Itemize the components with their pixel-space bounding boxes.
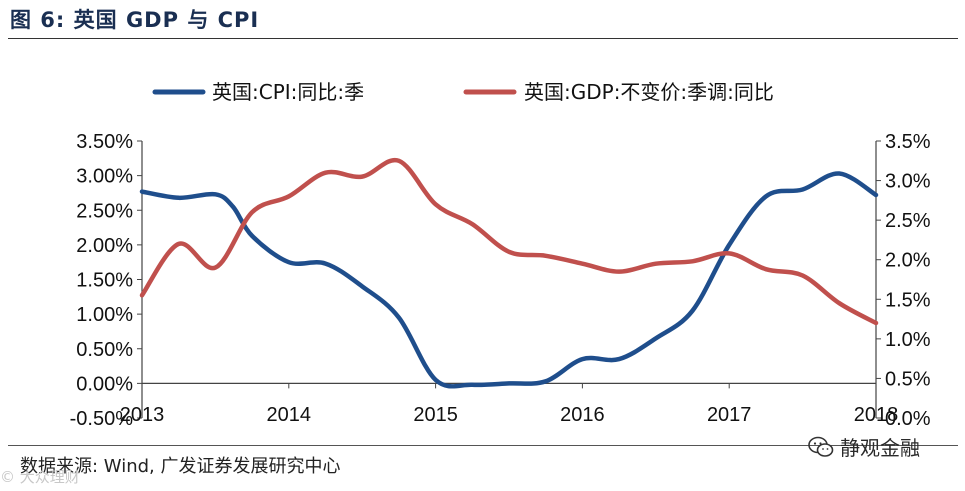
title-divider	[8, 38, 958, 39]
series-group	[139, 157, 879, 389]
right-tick-label: 2.5%	[885, 210, 931, 232]
x-tick-label: 2017	[707, 404, 752, 426]
right-tick-label: 3.5%	[885, 131, 931, 153]
left-tick-label: 3.00%	[76, 166, 133, 188]
right-tick-label: 2.0%	[885, 250, 931, 272]
watermark-left: © 大众理财	[0, 468, 80, 486]
legend: 英国:CPI:同比:季 英国:GDP:不变价:季调:同比	[152, 80, 774, 104]
x-tick-label: 2015	[413, 404, 458, 426]
left-tick-label: 0.50%	[76, 339, 133, 361]
legend-label-gdp: 英国:GDP:不变价:季调:同比	[524, 80, 774, 104]
chart-title: 图 6: 英国 GDP 与 CPI	[10, 8, 260, 32]
left-tick-label: 1.00%	[76, 304, 133, 326]
legend-label-cpi: 英国:CPI:同比:季	[212, 80, 364, 104]
x-tick-label: 2016	[560, 404, 605, 426]
x-tick-label: 2013	[120, 404, 165, 426]
source-divider	[8, 445, 958, 446]
source-note: 数据来源: Wind, 广发证券发展研究中心	[20, 456, 341, 477]
cpi-series-line	[139, 171, 879, 389]
left-tick-label: 2.00%	[76, 235, 133, 257]
wechat-icon	[808, 436, 834, 457]
watermark-right: 静观金融	[808, 432, 920, 461]
left-tick-label: 1.50%	[76, 270, 133, 292]
watermark-right-text: 静观金融	[840, 436, 920, 460]
right-tick-label: 1.5%	[885, 289, 931, 311]
right-tick-label: 0.5%	[885, 368, 931, 390]
x-tick-label: 2018	[854, 404, 899, 426]
left-tick-label: 0.00%	[76, 373, 133, 395]
right-tick-label: 0.0%	[885, 408, 931, 430]
x-tick-label: 2014	[267, 404, 312, 426]
left-tick-label: -0.50%	[70, 408, 134, 430]
left-tick-label: 3.50%	[76, 131, 133, 153]
left-tick-label: 2.50%	[76, 200, 133, 222]
right-tick-label: 1.0%	[885, 329, 931, 351]
gdp-series-line	[139, 157, 879, 326]
axes: -0.50% 0.00% 0.50% 1.00% 1.50% 2.00% 2.50% 3.00…	[70, 131, 931, 430]
right-tick-label: 3.0%	[885, 171, 931, 193]
